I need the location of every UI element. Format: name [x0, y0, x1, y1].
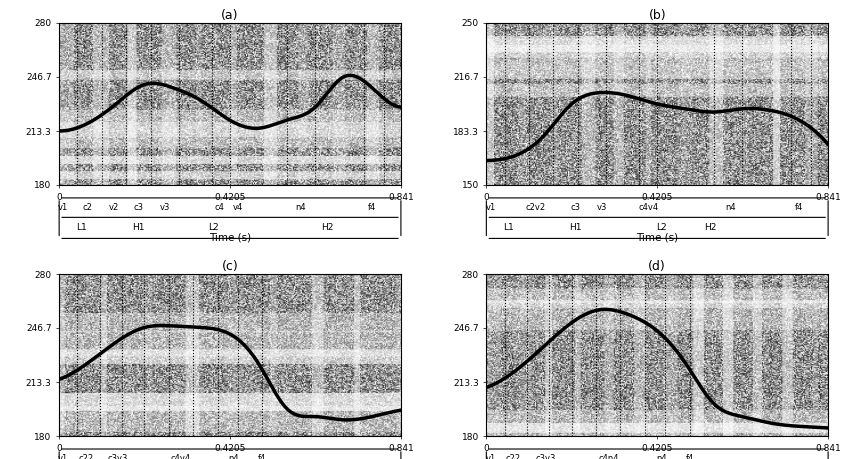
- Text: c3: c3: [133, 203, 143, 212]
- Text: v1: v1: [484, 203, 495, 212]
- Text: v3: v3: [596, 203, 607, 212]
- Text: f4: f4: [367, 203, 376, 212]
- Text: c4n4: c4n4: [598, 454, 618, 459]
- Text: H2: H2: [321, 223, 333, 232]
- Text: n4: n4: [724, 203, 734, 212]
- Text: c22: c22: [78, 454, 93, 459]
- Text: n4: n4: [655, 454, 666, 459]
- Text: v1: v1: [58, 454, 68, 459]
- Title: (c): (c): [221, 260, 238, 273]
- Text: f4: f4: [684, 454, 693, 459]
- Text: c2: c2: [83, 203, 93, 212]
- Text: c4: c4: [214, 203, 225, 212]
- Title: (d): (d): [647, 260, 665, 273]
- Text: v3: v3: [160, 203, 170, 212]
- X-axis label: Time (s): Time (s): [636, 232, 678, 242]
- Text: c3v3: c3v3: [534, 454, 555, 459]
- Text: c2v2: c2v2: [524, 203, 544, 212]
- Text: H2: H2: [703, 223, 715, 232]
- Text: v4: v4: [233, 203, 243, 212]
- Text: c3v3: c3v3: [108, 454, 128, 459]
- Text: n4: n4: [229, 454, 239, 459]
- Text: L1: L1: [76, 223, 87, 232]
- Text: L1: L1: [503, 223, 513, 232]
- Text: c4v4: c4v4: [638, 203, 658, 212]
- Text: H1: H1: [132, 223, 144, 232]
- Text: c22: c22: [505, 454, 520, 459]
- Text: c4v4: c4v4: [170, 454, 191, 459]
- Text: v2: v2: [109, 203, 119, 212]
- Title: (b): (b): [647, 9, 665, 22]
- Text: n4: n4: [295, 203, 306, 212]
- Text: v1: v1: [58, 203, 68, 212]
- Text: f4: f4: [258, 454, 266, 459]
- Text: f4: f4: [794, 203, 803, 212]
- Text: H1: H1: [569, 223, 582, 232]
- Text: v1: v1: [484, 454, 495, 459]
- Text: L2: L2: [655, 223, 666, 232]
- Text: c3: c3: [570, 203, 580, 212]
- Text: L2: L2: [208, 223, 219, 232]
- Title: (a): (a): [221, 9, 239, 22]
- X-axis label: Time (s): Time (s): [208, 232, 251, 242]
